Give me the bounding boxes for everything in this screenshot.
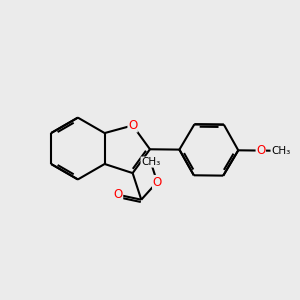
Text: O: O [113,188,123,201]
Text: O: O [256,144,266,157]
Text: CH₃: CH₃ [271,146,290,156]
Text: O: O [128,119,137,132]
Text: O: O [153,176,162,188]
Text: CH₃: CH₃ [141,157,160,167]
